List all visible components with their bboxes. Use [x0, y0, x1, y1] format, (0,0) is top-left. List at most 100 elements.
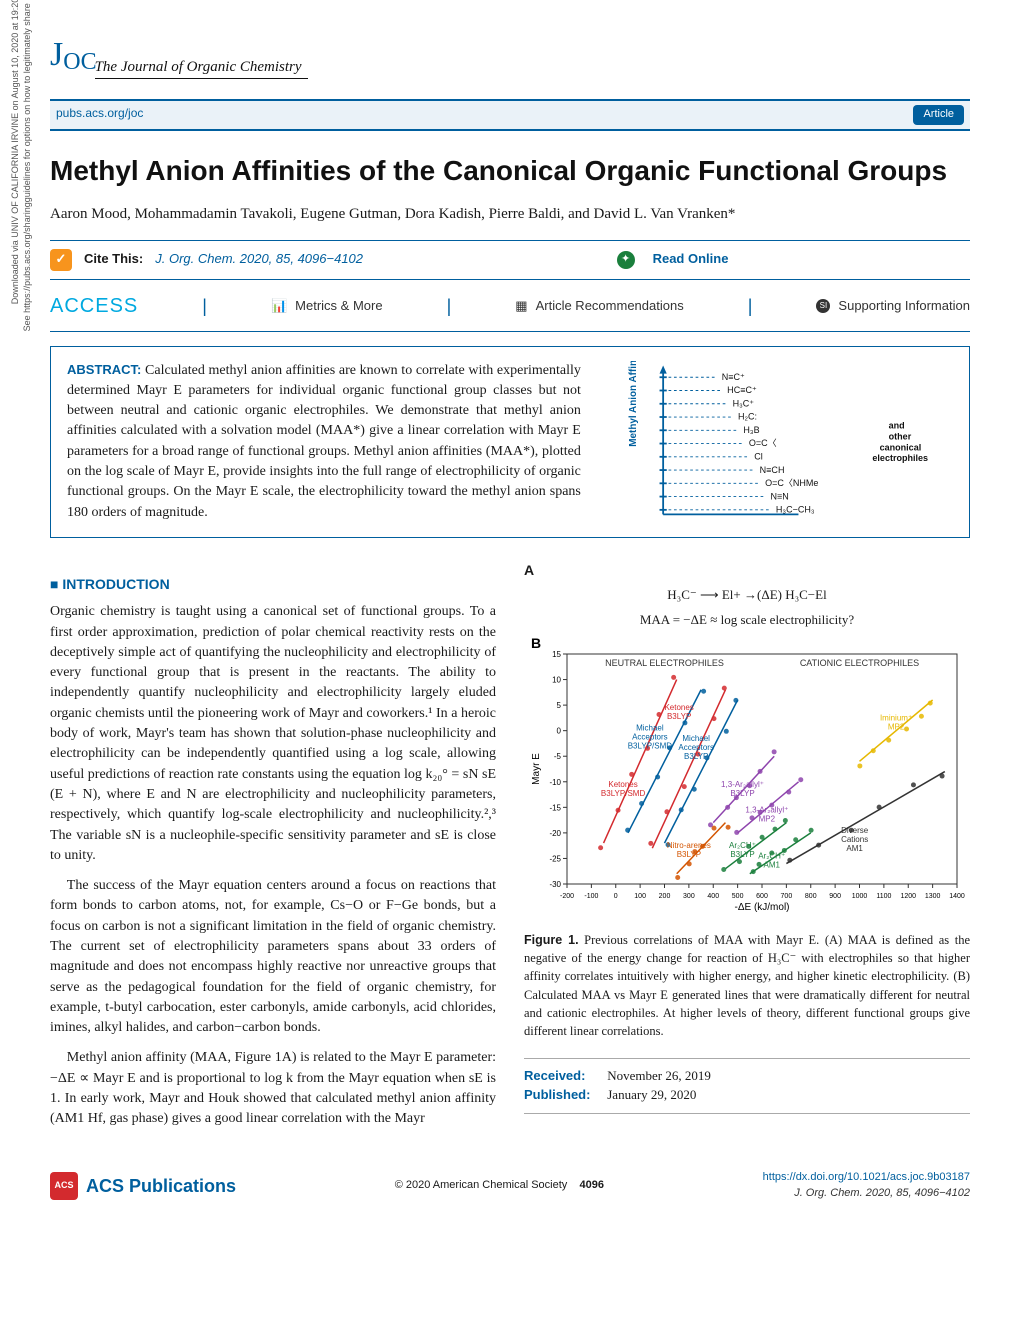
svg-text:AM1: AM1	[764, 860, 781, 869]
logo-j: J	[50, 30, 63, 79]
intro-p3: Methyl anion affinity (MAA, Figure 1A) i…	[50, 1048, 496, 1129]
download-watermark: Downloaded via UNIV OF CALIFORNIA IRVINE…	[10, 0, 33, 380]
cite-row: ✓ Cite This: J. Org. Chem. 2020, 85, 409…	[50, 240, 970, 280]
header-bar: pubs.acs.org/joc Article	[50, 99, 970, 131]
figure1-panel-b: B -30-25-20-15-10-5051015-200-1000100200…	[524, 636, 970, 923]
svg-text:-25: -25	[549, 854, 561, 863]
svg-text:500: 500	[732, 893, 744, 900]
svg-text:-10: -10	[549, 778, 561, 787]
svg-text:other: other	[889, 431, 912, 441]
svg-text:AM1: AM1	[846, 844, 863, 853]
svg-text:Cations: Cations	[841, 835, 868, 844]
abstract-label: ABSTRACT:	[67, 362, 141, 377]
svg-text:-30: -30	[549, 880, 561, 889]
svg-text:B3LYP: B3LYP	[677, 850, 701, 859]
svg-text:-ΔE (kJ/mol): -ΔE (kJ/mol)	[734, 902, 789, 913]
globe-icon[interactable]: ✦	[617, 251, 635, 269]
svg-text:B: B	[531, 636, 541, 651]
svg-text:-5: -5	[554, 752, 562, 761]
acs-badge-icon: ACS	[50, 1172, 78, 1200]
acs-pub-text[interactable]: ACS Publications	[86, 1173, 236, 1199]
journal-url[interactable]: pubs.acs.org/joc	[56, 105, 143, 125]
svg-text:H₃C−CH₃: H₃C−CH₃	[776, 504, 815, 514]
svg-text:10: 10	[552, 675, 561, 684]
doi-link[interactable]: https://dx.doi.org/10.1021/acs.joc.9b031…	[763, 1170, 970, 1186]
svg-text:MP2: MP2	[888, 722, 905, 731]
svg-text:H₃C⁺: H₃C⁺	[733, 398, 755, 408]
metrics-link[interactable]: 📊 Metrics & More	[271, 297, 383, 316]
svg-text:15: 15	[552, 650, 561, 659]
svg-text:B3LYP: B3LYP	[684, 752, 708, 761]
svg-text:Acceptors: Acceptors	[632, 733, 668, 742]
svg-text:H₂C:: H₂C:	[738, 411, 757, 421]
access-label[interactable]: ACCESS	[50, 292, 138, 321]
svg-text:and: and	[889, 420, 905, 430]
svg-text:CATIONIC ELECTROPHILES: CATIONIC ELECTROPHILES	[800, 658, 919, 668]
panel-a-label: A	[524, 560, 970, 580]
figure1-caption-text: Previous correlations of MAA with Mayr E…	[524, 933, 970, 1038]
article-type-pill: Article	[913, 105, 964, 125]
left-column: INTRODUCTION Organic chemistry is taught…	[50, 560, 496, 1140]
abstract-figure: Methyl Anion Affinity N≡C⁺ HC≡C⁺ H₃C⁺ H₂C: H…	[606, 361, 955, 523]
svg-text:-100: -100	[584, 893, 598, 900]
svg-text:800: 800	[805, 893, 817, 900]
svg-text:O=C〈: O=C〈	[749, 438, 777, 448]
svg-text:N≡CH: N≡CH	[760, 464, 785, 474]
abstract-body: Calculated methyl anion affinities are k…	[67, 363, 581, 520]
svg-text:Ar₂CH⁺: Ar₂CH⁺	[758, 851, 785, 860]
svg-text:200: 200	[659, 893, 671, 900]
received-date: November 26, 2019	[607, 1068, 711, 1083]
published-date: January 29, 2020	[607, 1087, 696, 1102]
svg-text:0: 0	[557, 727, 562, 736]
figure1-panel-a: A H₃C⁻ ⟶ El+ →(ΔE) H₃C−El MAA = −ΔE ≈ lo…	[524, 560, 970, 630]
si-icon: SI	[816, 299, 830, 313]
svg-text:Methyl Anion Affinity: Methyl Anion Affinity	[628, 361, 639, 447]
received-label: Received:	[524, 1067, 604, 1086]
svg-text:HC≡C⁺: HC≡C⁺	[727, 385, 757, 395]
metrics-label: Metrics & More	[295, 297, 382, 316]
svg-text:B3LYP: B3LYP	[730, 789, 754, 798]
dates-box: Received: November 26, 2019 Published: J…	[524, 1058, 970, 1114]
page-number: 4096	[580, 1179, 604, 1191]
figure1-caption: Figure 1. Previous correlations of MAA w…	[524, 931, 970, 1040]
journal-logo-row: J OC The Journal of Organic Chemistry	[50, 30, 970, 79]
panel-a-equation: H₃C⁻ ⟶ El+ →(ΔE) H₃C−El	[524, 586, 970, 605]
svg-text:600: 600	[756, 893, 768, 900]
svg-text:Michael: Michael	[682, 734, 710, 743]
panel-a-subtitle: MAA = −ΔE ≈ log scale electrophilicity?	[524, 611, 970, 630]
figure1-caption-label: Figure 1.	[524, 933, 579, 947]
svg-text:Nitro-arenes: Nitro-arenes	[667, 841, 711, 850]
si-label: Supporting Information	[838, 297, 970, 316]
svg-text:Iminium⁺: Iminium⁺	[880, 713, 912, 722]
read-online-link[interactable]: Read Online	[653, 250, 729, 269]
svg-text:N≡N: N≡N	[771, 491, 789, 501]
svg-text:N≡C⁺: N≡C⁺	[722, 372, 745, 382]
svg-text:900: 900	[829, 893, 841, 900]
access-row: ACCESS | 📊 Metrics & More | ▦ Article Re…	[50, 282, 970, 332]
svg-text:MP2: MP2	[759, 814, 776, 823]
svg-text:O=C〈NHMe: O=C〈NHMe	[765, 478, 818, 488]
svg-text:Ketones: Ketones	[664, 703, 693, 712]
svg-text:-20: -20	[549, 829, 561, 838]
published-label: Published:	[524, 1086, 604, 1105]
svg-text:Acceptors: Acceptors	[678, 743, 714, 752]
article-title: Methyl Anion Affinities of the Canonical…	[50, 151, 970, 192]
svg-text:1400: 1400	[949, 893, 965, 900]
page-footer: ACS ACS Publications © 2020 American Che…	[50, 1170, 970, 1202]
journal-tagline: The Journal of Organic Chemistry	[95, 57, 308, 80]
abstract-box: ABSTRACT: Calculated methyl anion affini…	[50, 346, 970, 538]
svg-text:400: 400	[707, 893, 719, 900]
logo-oc: OC	[63, 45, 96, 80]
svg-text:Michael: Michael	[636, 724, 664, 733]
svg-text:1200: 1200	[900, 893, 916, 900]
svg-text:0: 0	[614, 893, 618, 900]
sidebar-line2: See https://pubs.acs.org/sharingguidelin…	[22, 0, 32, 331]
cite-text[interactable]: J. Org. Chem. 2020, 85, 4096−4102	[155, 250, 363, 269]
svg-text:canonical: canonical	[880, 442, 922, 452]
intro-p1: Organic chemistry is taught using a cano…	[50, 602, 496, 866]
cite-check-icon[interactable]: ✓	[50, 249, 72, 271]
si-link[interactable]: SI Supporting Information	[816, 297, 970, 316]
svg-text:Diverse: Diverse	[841, 826, 869, 835]
recommendations-link[interactable]: ▦ Article Recommendations	[515, 297, 683, 316]
author-list: Aaron Mood, Mohammadamin Tavakoli, Eugen…	[50, 204, 970, 226]
